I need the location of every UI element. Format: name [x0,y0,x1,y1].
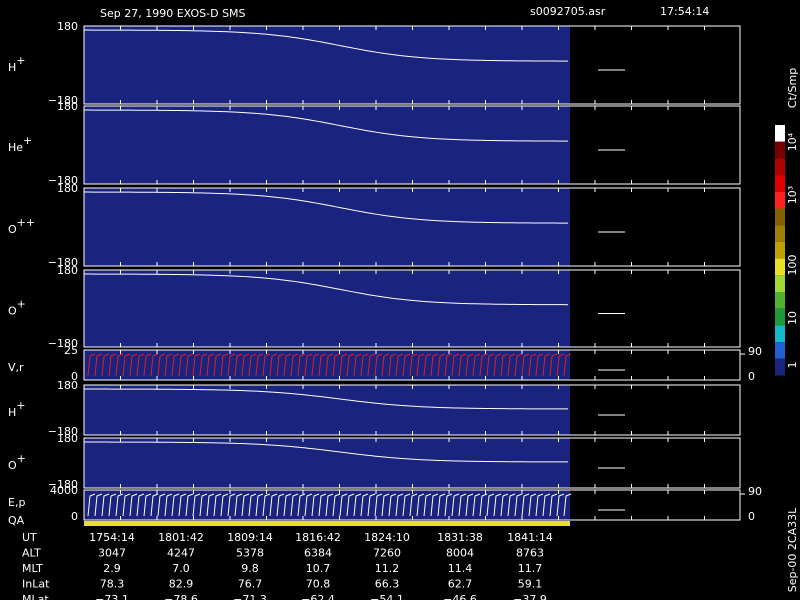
file-name: s0092705.asr [530,5,606,18]
title: Sep 27, 1990 EXOS-D SMS [100,7,246,20]
time: 17:54:14 [660,5,709,18]
